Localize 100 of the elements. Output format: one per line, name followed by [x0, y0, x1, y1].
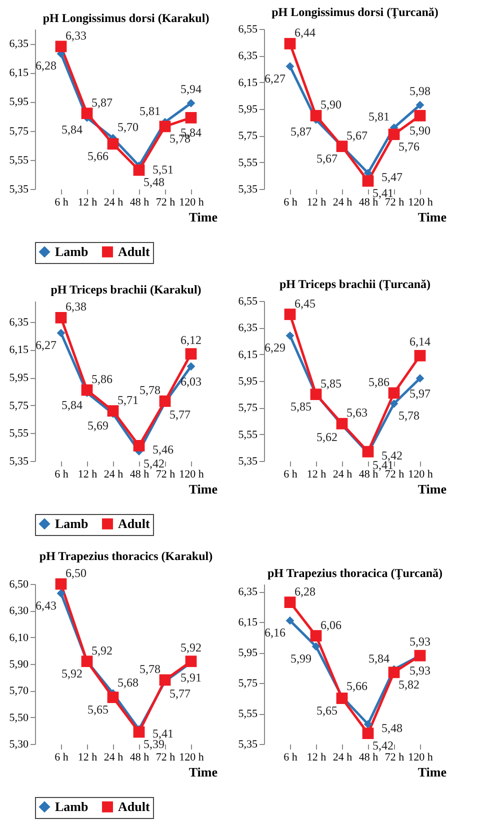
y-tick-label: 5,95 — [238, 376, 258, 388]
y-tick-label: 6,15 — [238, 616, 258, 629]
y-tick-label: 6,35 — [238, 586, 258, 598]
x-tick-label: 12 h — [306, 752, 327, 764]
y-tick-label: 6,35 — [9, 38, 29, 50]
x-tick-label: 120 h — [408, 468, 434, 480]
data-label: 5,41 — [152, 726, 174, 740]
data-label: 6,12 — [180, 332, 202, 347]
data-label: 6,33 — [66, 28, 86, 42]
y-tick-label: 5,35 — [238, 184, 258, 196]
data-label: 5,87 — [290, 124, 312, 139]
data-label: 6,38 — [66, 300, 86, 314]
x-tick-label: 48 h — [130, 752, 150, 764]
y-tick-label: 5,75 — [9, 400, 29, 412]
chart-title: pH Longissimus dorsi (Karakul) — [42, 11, 210, 25]
x-tick-label: 48 h — [358, 196, 379, 208]
x-tick-label: 120 h — [179, 196, 204, 208]
data-label: 5,66 — [88, 148, 108, 163]
x-tick-label: 48 h — [130, 468, 150, 480]
data-label: 5,48 — [144, 175, 164, 190]
data-label: 6,14 — [410, 334, 430, 349]
legend-label: Lamb — [55, 516, 88, 531]
y-tick-label: 6,35 — [9, 316, 29, 328]
data-label: 5,42 — [144, 456, 164, 470]
y-tick-label: 6,50 — [9, 578, 29, 590]
y-tick-label: 5,75 — [9, 125, 29, 138]
data-label: 5,46 — [152, 442, 174, 457]
data-label: 5,81 — [368, 110, 390, 124]
x-tick-label: 12 h — [78, 752, 98, 764]
data-label: 5,48 — [382, 721, 402, 736]
y-tick-label: 6,55 — [238, 296, 258, 308]
x-tick-label: 6 h — [54, 468, 69, 480]
data-label: 5,97 — [410, 386, 430, 400]
x-tick-label: 48 h — [358, 752, 379, 764]
data-label: 5,91 — [180, 670, 202, 685]
data-label: 5,85 — [290, 399, 312, 414]
data-label: 5,65 — [88, 702, 108, 716]
y-tick-label: 6,55 — [238, 24, 258, 36]
data-label: 5,84 — [62, 122, 82, 137]
x-axis-title: Time — [418, 482, 447, 496]
x-tick-label: 72 h — [156, 752, 176, 764]
y-tick-label: 5,75 — [238, 130, 258, 142]
data-label: 5,77 — [170, 408, 190, 422]
y-tick-label: 5,90 — [9, 658, 29, 670]
data-label: 5,62 — [316, 430, 338, 444]
x-tick-label: 120 h — [408, 752, 434, 764]
data-label: 5,66 — [346, 678, 368, 693]
x-tick-label: 72 h — [384, 752, 405, 764]
legend-label: Adult — [118, 244, 150, 259]
x-tick-label: 24 h — [104, 752, 124, 764]
x-tick-label: 6 h — [54, 752, 69, 764]
y-tick-label: 5,35 — [238, 738, 258, 750]
legend-label: Adult — [118, 798, 150, 814]
x-tick-label: 24 h — [332, 468, 353, 480]
x-axis-title: Time — [418, 764, 447, 780]
y-tick-label: 5,55 — [238, 156, 258, 169]
x-tick-label: 48 h — [358, 468, 379, 480]
data-label: 5,92 — [62, 666, 82, 680]
data-label: 5,82 — [398, 677, 420, 692]
y-tick-label: 5,30 — [9, 738, 29, 750]
y-tick-label: 5,75 — [238, 678, 258, 690]
data-label: 5,98 — [410, 84, 430, 98]
y-tick-label: 5,75 — [238, 402, 258, 414]
y-tick-label: 5,55 — [9, 154, 29, 166]
x-tick-label: 48 h — [130, 196, 150, 208]
legend-label: Lamb — [55, 244, 88, 259]
x-tick-label: 72 h — [156, 468, 176, 480]
chart-title: pH Triceps brachii (Karakul) — [50, 282, 202, 297]
data-label: 5,51 — [152, 162, 174, 177]
data-label: 5,67 — [316, 151, 338, 166]
y-tick-label: 5,95 — [9, 96, 29, 108]
data-label: 5,93 — [410, 664, 430, 678]
data-label: 5,47 — [382, 170, 402, 184]
x-tick-label: 72 h — [156, 196, 176, 208]
data-label: 5,76 — [398, 139, 420, 154]
data-label: 6,27 — [36, 338, 56, 352]
data-label: 6,28 — [294, 584, 316, 598]
data-label: 6,28 — [36, 58, 56, 73]
data-label: 5,84 — [368, 651, 390, 666]
data-label: 6,29 — [264, 340, 286, 355]
y-tick-label: 5,50 — [9, 712, 29, 724]
x-tick-label: 24 h — [332, 196, 353, 208]
x-axis-title: Time — [188, 482, 218, 496]
data-label: 5,78 — [140, 662, 160, 676]
data-label: 6,03 — [180, 374, 202, 388]
x-tick-label: 72 h — [384, 196, 405, 208]
x-tick-label: 12 h — [78, 468, 98, 480]
data-label: 6,27 — [264, 71, 286, 86]
x-axis-title: Time — [188, 210, 218, 224]
y-tick-label: 5,95 — [238, 104, 258, 116]
x-tick-label: 24 h — [104, 468, 124, 480]
x-tick-label: 12 h — [306, 468, 327, 480]
x-tick-label: 120 h — [408, 196, 434, 208]
data-label: 5,70 — [118, 120, 138, 134]
y-tick-label: 5,35 — [9, 456, 29, 468]
data-label: 5,71 — [118, 392, 138, 407]
x-axis-title: Time — [188, 764, 218, 780]
data-label: 5,65 — [316, 703, 338, 718]
y-tick-label: 6,10 — [9, 632, 29, 644]
x-tick-label: 6 h — [284, 752, 298, 764]
